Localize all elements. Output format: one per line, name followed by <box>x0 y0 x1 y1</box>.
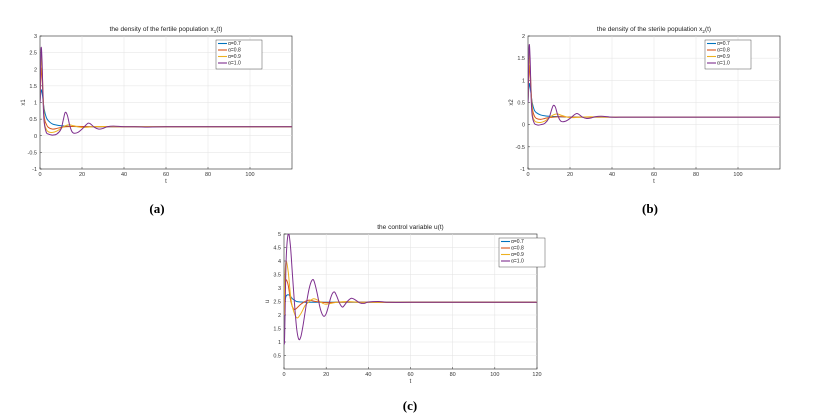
legend-label-4: α=1.0 <box>511 259 524 265</box>
x-tick-label: 0 <box>282 372 285 378</box>
x-tick-label: 40 <box>121 172 127 178</box>
x-tick-label: 0 <box>38 172 41 178</box>
series-line-4 <box>40 46 292 136</box>
chart-panel-2: 0 20 40 60 80 100 -1 -0.5 0 0.5 1 1.5 2 t x2 the densit… <box>509 26 781 185</box>
x-axis-label: t <box>653 179 655 185</box>
y-tick-label: 0.5 <box>273 354 281 360</box>
x-tick-label: 60 <box>651 172 657 178</box>
series-line-4 <box>528 43 780 126</box>
panel-caption-1: (a) <box>149 201 164 216</box>
x-tick-label: 100 <box>245 172 254 178</box>
y-tick-label: -0.5 <box>516 145 525 151</box>
chart-title: the density of the fertile population x1… <box>110 26 223 34</box>
legend-label-3: α=0.9 <box>511 252 524 258</box>
y-tick-label: 1.5 <box>273 327 281 333</box>
chart-title-subscript: 2 <box>702 29 705 34</box>
legend-box <box>215 39 263 70</box>
chart-panel-3: 0 20 40 60 80 100 120 0.5 1 1.5 2 2.5 3 3.5 4 4.5 5 t u the… <box>265 224 546 385</box>
y-tick-label: 1.5 <box>29 84 37 90</box>
x-tick-label: 40 <box>365 372 371 378</box>
legend-label-1: α=0.7 <box>717 41 730 47</box>
y-tick-label: 0 <box>522 123 525 129</box>
chart-panel-1: 0 20 40 60 80 100 -1 -0.5 0 0.5 1 1.5 2 2.5 3 t x1 the de… <box>21 26 293 185</box>
y-tick-label: 2.5 <box>29 51 37 57</box>
x-tick-label: 20 <box>567 172 573 178</box>
x-tick-label: 80 <box>693 172 699 178</box>
y-tick-label: -1 <box>32 167 37 173</box>
legend-label-3: α=0.9 <box>228 54 241 60</box>
legend: α=0.7α=0.8α=0.9α=1.0 <box>215 39 263 70</box>
x-tick-label: 80 <box>205 172 211 178</box>
y-tick-label: 5 <box>278 232 281 238</box>
x-axis-label: t <box>165 179 167 185</box>
chart-title-subscript: 1 <box>214 29 217 34</box>
legend-label-1: α=0.7 <box>228 41 241 47</box>
y-tick-label: 1 <box>522 78 525 84</box>
panel-caption-3: (c) <box>403 398 417 413</box>
chart-title: the control variable u(t) <box>377 224 443 231</box>
y-tick-label: 2 <box>278 313 281 319</box>
y-tick-label: -1 <box>520 167 525 173</box>
legend-label-1: α=0.7 <box>511 239 524 245</box>
series-line-4 <box>284 234 537 345</box>
x-tick-label: 60 <box>163 172 169 178</box>
x-tick-label: 40 <box>609 172 615 178</box>
chart-title-text: the density of the fertile population x <box>110 26 215 33</box>
y-tick-label: 0.5 <box>517 101 525 107</box>
y-axis-label: x2 <box>509 99 515 106</box>
legend-box <box>704 39 752 70</box>
x-axis-label: t <box>410 379 412 385</box>
y-tick-label: 3 <box>278 286 281 292</box>
legend-label-2: α=0.8 <box>228 48 241 54</box>
y-tick-label: 2 <box>34 67 37 73</box>
x-tick-label: 100 <box>733 172 742 178</box>
y-tick-label: 1.5 <box>517 56 525 62</box>
y-tick-label: 1 <box>34 101 37 107</box>
x-tick-label: 100 <box>490 372 499 378</box>
legend-box <box>498 237 546 268</box>
x-tick-label: 0 <box>526 172 529 178</box>
y-tick-label: 3.5 <box>273 273 281 279</box>
chart-title-suffix: (t) <box>216 26 222 33</box>
y-axis-label: u <box>265 300 271 303</box>
legend: α=0.7α=0.8α=0.9α=1.0 <box>704 39 752 70</box>
legend-label-4: α=1.0 <box>228 61 241 67</box>
legend-label-4: α=1.0 <box>717 61 730 67</box>
y-tick-label: 4.5 <box>273 246 281 252</box>
chart-title-text: the density of the sterile population x <box>597 26 703 33</box>
chart-title-text: the control variable u(t) <box>377 224 443 231</box>
panel-caption-2: (b) <box>642 201 658 216</box>
legend: α=0.7α=0.8α=0.9α=1.0 <box>498 237 546 268</box>
x-tick-label: 120 <box>532 372 541 378</box>
y-tick-label: -0.5 <box>28 150 37 156</box>
y-tick-label: 3 <box>34 34 37 40</box>
y-tick-label: 2 <box>522 34 525 40</box>
y-axis-label: x1 <box>21 99 27 106</box>
legend-label-2: α=0.8 <box>717 48 730 54</box>
y-tick-label: 0.5 <box>29 117 37 123</box>
x-tick-label: 20 <box>323 372 329 378</box>
x-tick-label: 80 <box>450 372 456 378</box>
y-tick-label: 0 <box>34 134 37 140</box>
y-tick-label: 1 <box>278 340 281 346</box>
x-tick-label: 60 <box>407 372 413 378</box>
y-tick-label: 2.5 <box>273 300 281 306</box>
legend-label-2: α=0.8 <box>511 246 524 252</box>
y-tick-label: 4 <box>278 259 281 265</box>
chart-title: the density of the sterile population x2… <box>597 26 711 34</box>
legend-label-3: α=0.9 <box>717 54 730 60</box>
chart-title-suffix: (t) <box>705 26 711 33</box>
x-tick-label: 20 <box>79 172 85 178</box>
